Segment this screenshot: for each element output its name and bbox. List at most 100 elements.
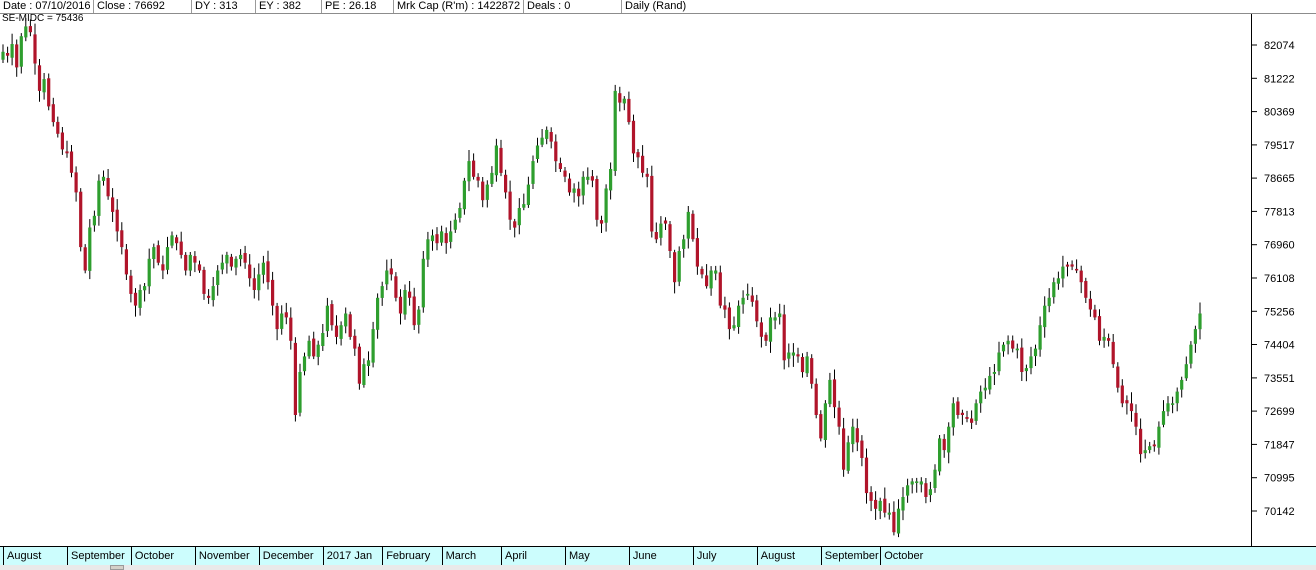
candle-body xyxy=(220,262,224,270)
candle-body xyxy=(380,286,384,298)
candle-body xyxy=(19,36,23,67)
candle-body xyxy=(627,98,631,123)
candle-body xyxy=(581,176,585,196)
candle-body xyxy=(60,132,64,150)
x-tick-label: July xyxy=(692,547,757,565)
candle-body xyxy=(622,98,626,104)
candle-body xyxy=(997,352,1001,372)
y-tick-label: 81222 xyxy=(1264,73,1295,85)
x-tick-label: September xyxy=(820,547,880,565)
y-tick-label: 74404 xyxy=(1264,340,1295,352)
candle-body xyxy=(234,258,238,268)
candle-body xyxy=(239,254,243,260)
candle-body xyxy=(741,297,745,305)
candle-body xyxy=(1,51,5,60)
candle-body xyxy=(549,132,553,142)
deals-field: Deals : 0 xyxy=(524,0,622,13)
candle-body xyxy=(161,264,165,271)
candle-body xyxy=(490,172,494,184)
candle-body xyxy=(1097,316,1102,341)
candle-body xyxy=(1111,341,1115,365)
candle-body xyxy=(535,145,540,159)
candle-body xyxy=(449,231,453,242)
candle-body xyxy=(750,295,754,302)
candle-body xyxy=(855,428,859,443)
candle-body xyxy=(599,220,604,224)
candle-body xyxy=(755,300,759,322)
candle-body xyxy=(1189,344,1193,364)
scrollbar-thumb[interactable] xyxy=(110,565,124,570)
candle-body xyxy=(92,215,96,226)
candle-body xyxy=(271,279,275,306)
candle-body xyxy=(280,313,284,329)
candle-body xyxy=(796,354,800,357)
candle-body xyxy=(1024,368,1028,372)
candle-body xyxy=(618,93,622,103)
candle-body xyxy=(129,275,133,294)
x-tick-label: October xyxy=(130,547,195,565)
candle-body xyxy=(1079,270,1083,283)
candle-body xyxy=(257,274,261,291)
candle-body xyxy=(1020,347,1024,372)
candle-body xyxy=(1184,364,1188,379)
candle-body xyxy=(892,511,896,533)
x-tick-label: March xyxy=(441,547,501,565)
ey-field: EY : 382 xyxy=(256,0,322,13)
candle-body xyxy=(878,500,882,511)
y-tick-label: 78665 xyxy=(1264,173,1295,185)
candle-body xyxy=(430,235,435,242)
x-tick-label: February xyxy=(382,547,441,565)
y-tick-label: 70142 xyxy=(1264,506,1295,518)
candle-body xyxy=(1011,340,1015,349)
candle-body xyxy=(508,191,512,220)
candle-body xyxy=(389,268,393,275)
candle-body xyxy=(988,375,992,390)
candle-body xyxy=(883,498,887,513)
candle-body xyxy=(266,261,270,283)
time-axis: August September October November December 20… xyxy=(0,546,1316,566)
y-tick-label: 76108 xyxy=(1264,273,1295,285)
candle-body xyxy=(778,313,782,318)
candle-body xyxy=(869,492,873,501)
candle-body xyxy=(138,290,142,308)
candle-body xyxy=(896,508,901,534)
candle-body xyxy=(216,270,220,285)
candles-group xyxy=(1,18,1202,538)
candle-body xyxy=(325,305,329,332)
candle-body xyxy=(293,342,297,415)
candle-body xyxy=(261,262,265,275)
candle-body xyxy=(659,223,663,238)
candle-body xyxy=(74,172,78,193)
candle-body xyxy=(1129,403,1134,412)
candle-body xyxy=(654,232,658,240)
candle-body xyxy=(376,297,380,330)
candle-body xyxy=(645,173,649,177)
candle-body xyxy=(764,334,768,341)
candle-body xyxy=(1143,450,1147,454)
candle-body xyxy=(334,325,339,337)
candle-body xyxy=(51,104,55,123)
horizontal-scrollbar[interactable] xyxy=(0,565,1316,570)
y-tick-label: 76960 xyxy=(1264,240,1295,252)
candle-body xyxy=(1033,348,1038,357)
candle-body xyxy=(819,414,823,439)
candle-body xyxy=(517,208,521,226)
candle-body xyxy=(385,270,389,285)
candle-body xyxy=(366,360,371,366)
candle-body xyxy=(289,317,293,341)
x-tick-label: November xyxy=(194,547,259,565)
candle-body xyxy=(933,469,937,488)
candle-body xyxy=(408,291,412,298)
candle-body xyxy=(83,247,87,271)
candle-body xyxy=(691,213,695,240)
candle-body xyxy=(906,485,910,496)
period-field: Daily (Rand) xyxy=(625,0,687,12)
candle-body xyxy=(864,457,869,494)
candle-body xyxy=(1116,366,1120,388)
candle-body xyxy=(586,176,590,180)
candle-body xyxy=(202,269,206,294)
candle-body xyxy=(357,346,361,384)
date-field: Date : 07/10/2016 xyxy=(0,0,94,13)
candle-body xyxy=(348,314,352,337)
candle-body xyxy=(700,268,704,275)
